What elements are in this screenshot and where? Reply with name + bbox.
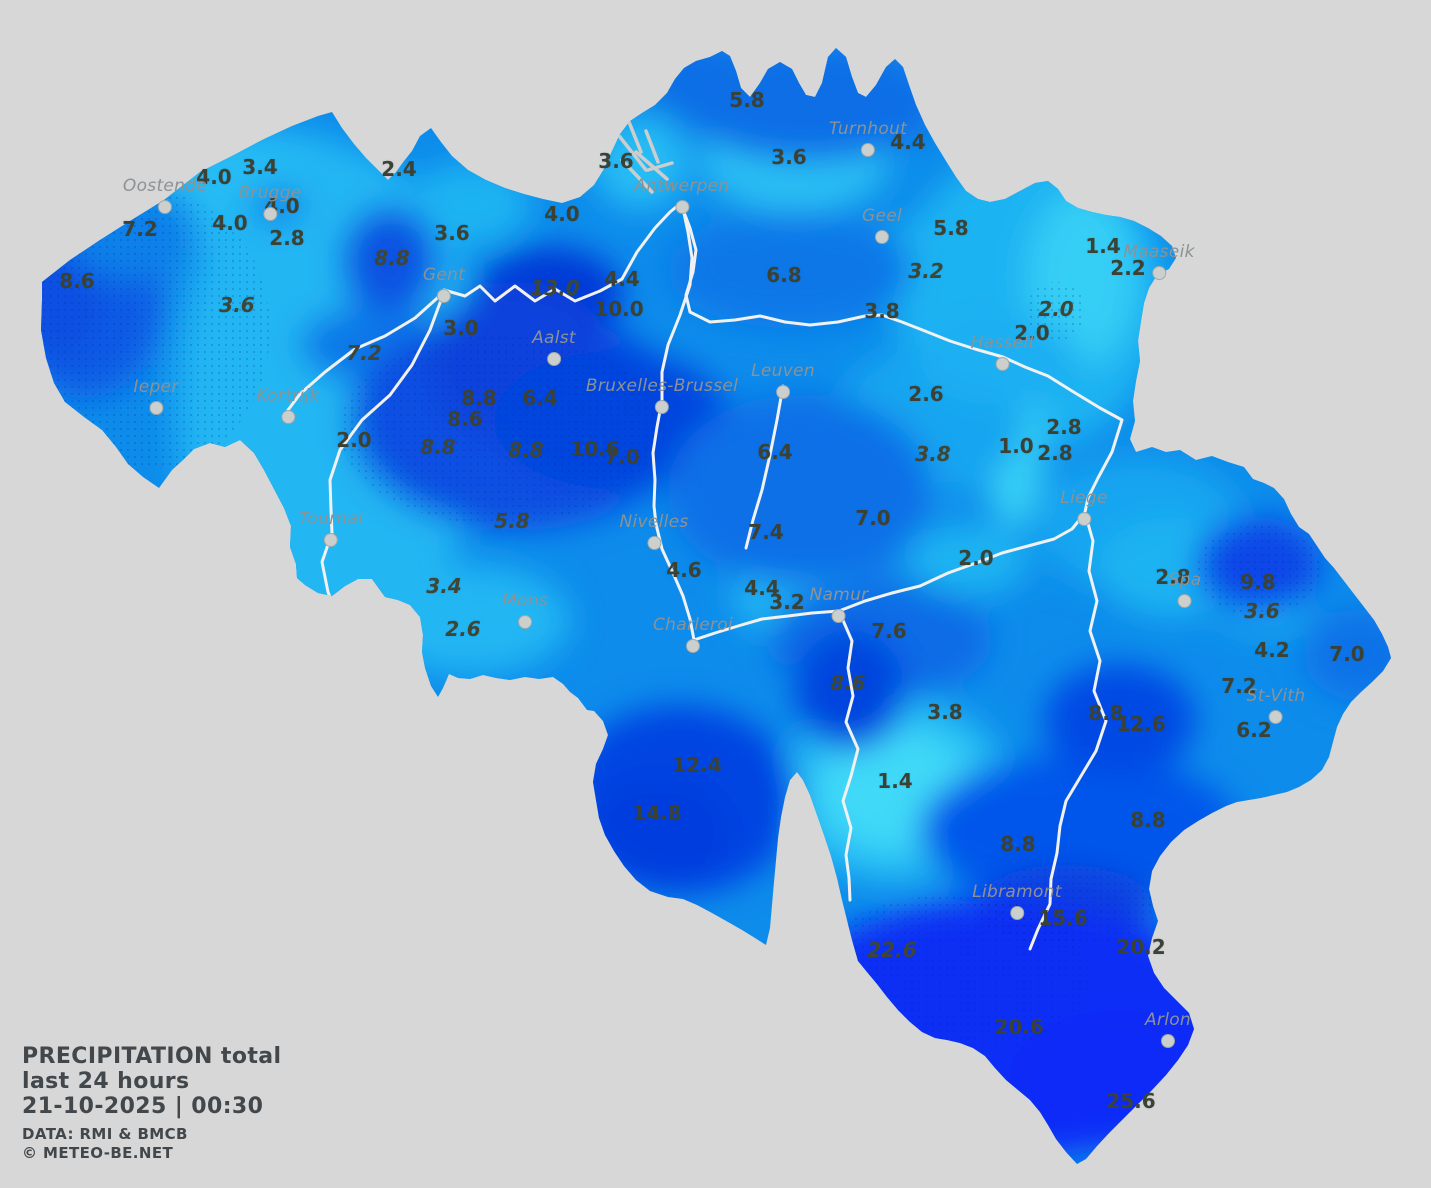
river-schelde-north [442, 201, 683, 303]
title-block: PRECIPITATION total last 24 hours 21-10-… [22, 1044, 281, 1163]
copyright: © METEO-BE.NET [22, 1144, 174, 1162]
river-ourthe [1028, 511, 1108, 951]
map-title: PRECIPITATION total [22, 1044, 282, 1069]
river-sambre [692, 609, 841, 642]
river-leie [286, 290, 446, 412]
river-lines [286, 201, 1124, 951]
map-timestamp: 21-10-2025 | 00:30 [22, 1094, 264, 1119]
river-meuse [837, 511, 1087, 902]
river-dijle [744, 384, 785, 550]
map-subtitle: last 24 hours [22, 1069, 190, 1094]
river-albert-canal [680, 205, 1124, 514]
antwerp-port-docks [614, 120, 674, 194]
river-senne-canal [651, 202, 696, 642]
data-source: DATA: RMI & BMCB [22, 1125, 188, 1143]
